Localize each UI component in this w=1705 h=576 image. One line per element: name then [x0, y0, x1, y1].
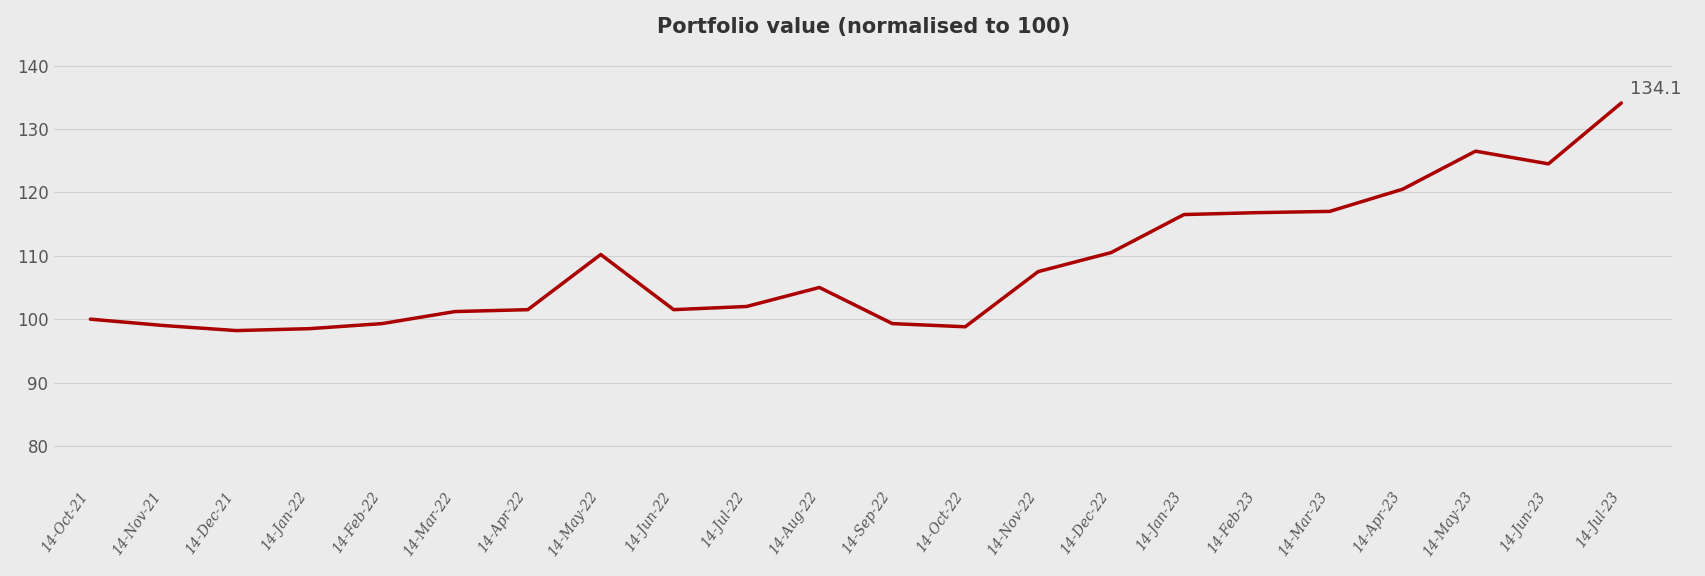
Title: Portfolio value (normalised to 100): Portfolio value (normalised to 100): [656, 17, 1069, 37]
Text: 134.1: 134.1: [1630, 80, 1681, 98]
